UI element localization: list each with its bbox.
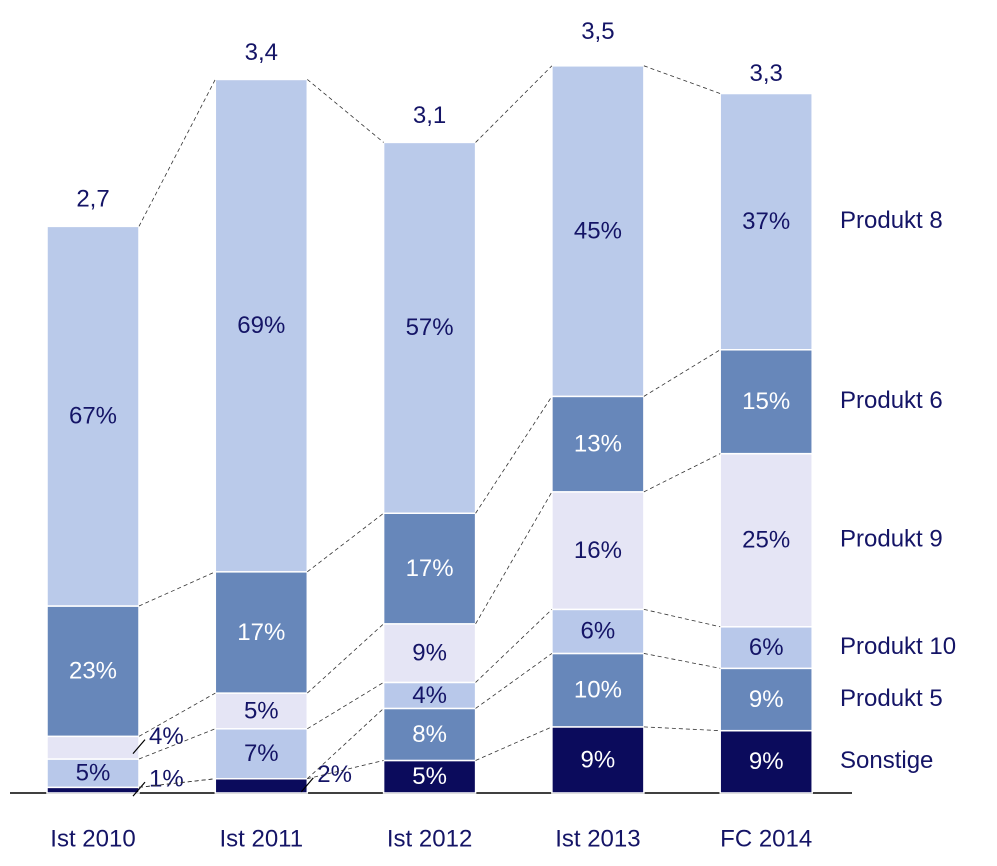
bar-segment: [719, 626, 813, 670]
connector: [307, 623, 384, 694]
connector: [643, 608, 721, 628]
value-label: 8%: [412, 721, 447, 748]
connector: [307, 512, 384, 573]
connector: [475, 491, 553, 625]
value-label: 5%: [412, 763, 447, 790]
label-leader: [132, 781, 146, 797]
value-label: 17%: [406, 555, 454, 582]
value-label: 17%: [237, 619, 285, 646]
bar-segment: [382, 707, 477, 762]
value-label: 7%: [244, 740, 279, 767]
label-leader: [132, 739, 146, 755]
value-label: 15%: [742, 388, 790, 415]
connector: [307, 708, 384, 780]
value-label: 57%: [406, 314, 454, 341]
connector: [307, 682, 384, 730]
value-label: 5%: [76, 760, 111, 787]
connector: [643, 653, 721, 669]
bar-segment: [214, 728, 309, 780]
connector: [643, 726, 721, 732]
legend-label: Produkt 6: [840, 387, 943, 414]
value-label: 5%: [244, 697, 279, 724]
bar-segment: [719, 92, 813, 351]
bar-segment: [551, 65, 645, 398]
connector: [138, 571, 216, 607]
connector: [475, 65, 553, 143]
total-label: 3,4: [245, 39, 278, 66]
legend-label: Produkt 5: [840, 685, 943, 712]
bar-segment: [214, 692, 309, 730]
bar-segment: [382, 512, 477, 625]
bar-segment: [551, 652, 645, 728]
bar-segment: [719, 349, 813, 455]
connector: [475, 653, 553, 709]
value-label: 6%: [581, 618, 616, 645]
bar-segment: [551, 395, 645, 493]
value-label: 10%: [574, 677, 622, 704]
value-label: 45%: [574, 217, 622, 244]
total-label: 3,1: [413, 102, 446, 129]
x-tick-label: FC 2014: [720, 825, 812, 852]
label-leader: [300, 777, 314, 793]
bar-segment: [551, 608, 645, 655]
value-label: 69%: [237, 312, 285, 339]
value-label: 9%: [749, 748, 784, 775]
bar-segment: [46, 735, 140, 760]
x-tick-label: Ist 2010: [50, 825, 135, 852]
value-label: 6%: [749, 634, 784, 661]
bar-segment: [46, 225, 140, 607]
connector: [643, 349, 721, 397]
bar-segment: [214, 78, 309, 573]
value-label: 13%: [574, 430, 622, 457]
value-label: 9%: [581, 746, 616, 773]
bar-segment: [46, 786, 140, 794]
value-label: 9%: [412, 639, 447, 666]
bar-segment: [214, 777, 309, 794]
bar-segment: [719, 667, 813, 732]
x-tick-label: Ist 2011: [219, 825, 303, 852]
value-label: 23%: [69, 658, 117, 685]
bar-segment: [719, 452, 813, 628]
value-label: 4%: [149, 723, 184, 750]
connector: [643, 453, 721, 493]
value-label: 9%: [749, 686, 784, 713]
legend-label: Produkt 10: [840, 633, 956, 660]
connector: [475, 396, 553, 514]
value-label: 4%: [412, 682, 447, 709]
x-tick-label: Ist 2013: [555, 825, 640, 852]
connector: [307, 760, 384, 780]
value-label: 1%: [149, 766, 184, 793]
bar-segment: [382, 623, 477, 684]
legend-label: Sonstige: [840, 747, 933, 774]
value-label: 25%: [742, 527, 790, 554]
bar-segment: [214, 571, 309, 694]
total-label: 3,5: [581, 18, 614, 45]
legend-label: Produkt 8: [840, 207, 943, 234]
bar-segment: [382, 681, 477, 710]
total-label: 2,7: [76, 186, 109, 213]
value-label: 16%: [574, 537, 622, 564]
legend-label: Produkt 9: [840, 526, 943, 553]
connector: [138, 79, 216, 227]
x-tick-label: Ist 2012: [387, 825, 472, 852]
connector: [138, 692, 216, 737]
connector: [475, 726, 553, 761]
bar-segment: [382, 141, 477, 514]
connector: [643, 65, 721, 94]
connector: [307, 79, 384, 143]
bar-segment: [551, 726, 645, 794]
bar-segment: [719, 729, 813, 794]
total-label: 3,3: [750, 60, 783, 87]
value-label: 67%: [69, 403, 117, 430]
bar-segment: [551, 491, 645, 611]
value-label: 37%: [742, 208, 790, 235]
bar-segment: [382, 759, 477, 794]
connector: [475, 609, 553, 683]
bar-segment: [46, 758, 140, 789]
connector: [138, 778, 216, 788]
